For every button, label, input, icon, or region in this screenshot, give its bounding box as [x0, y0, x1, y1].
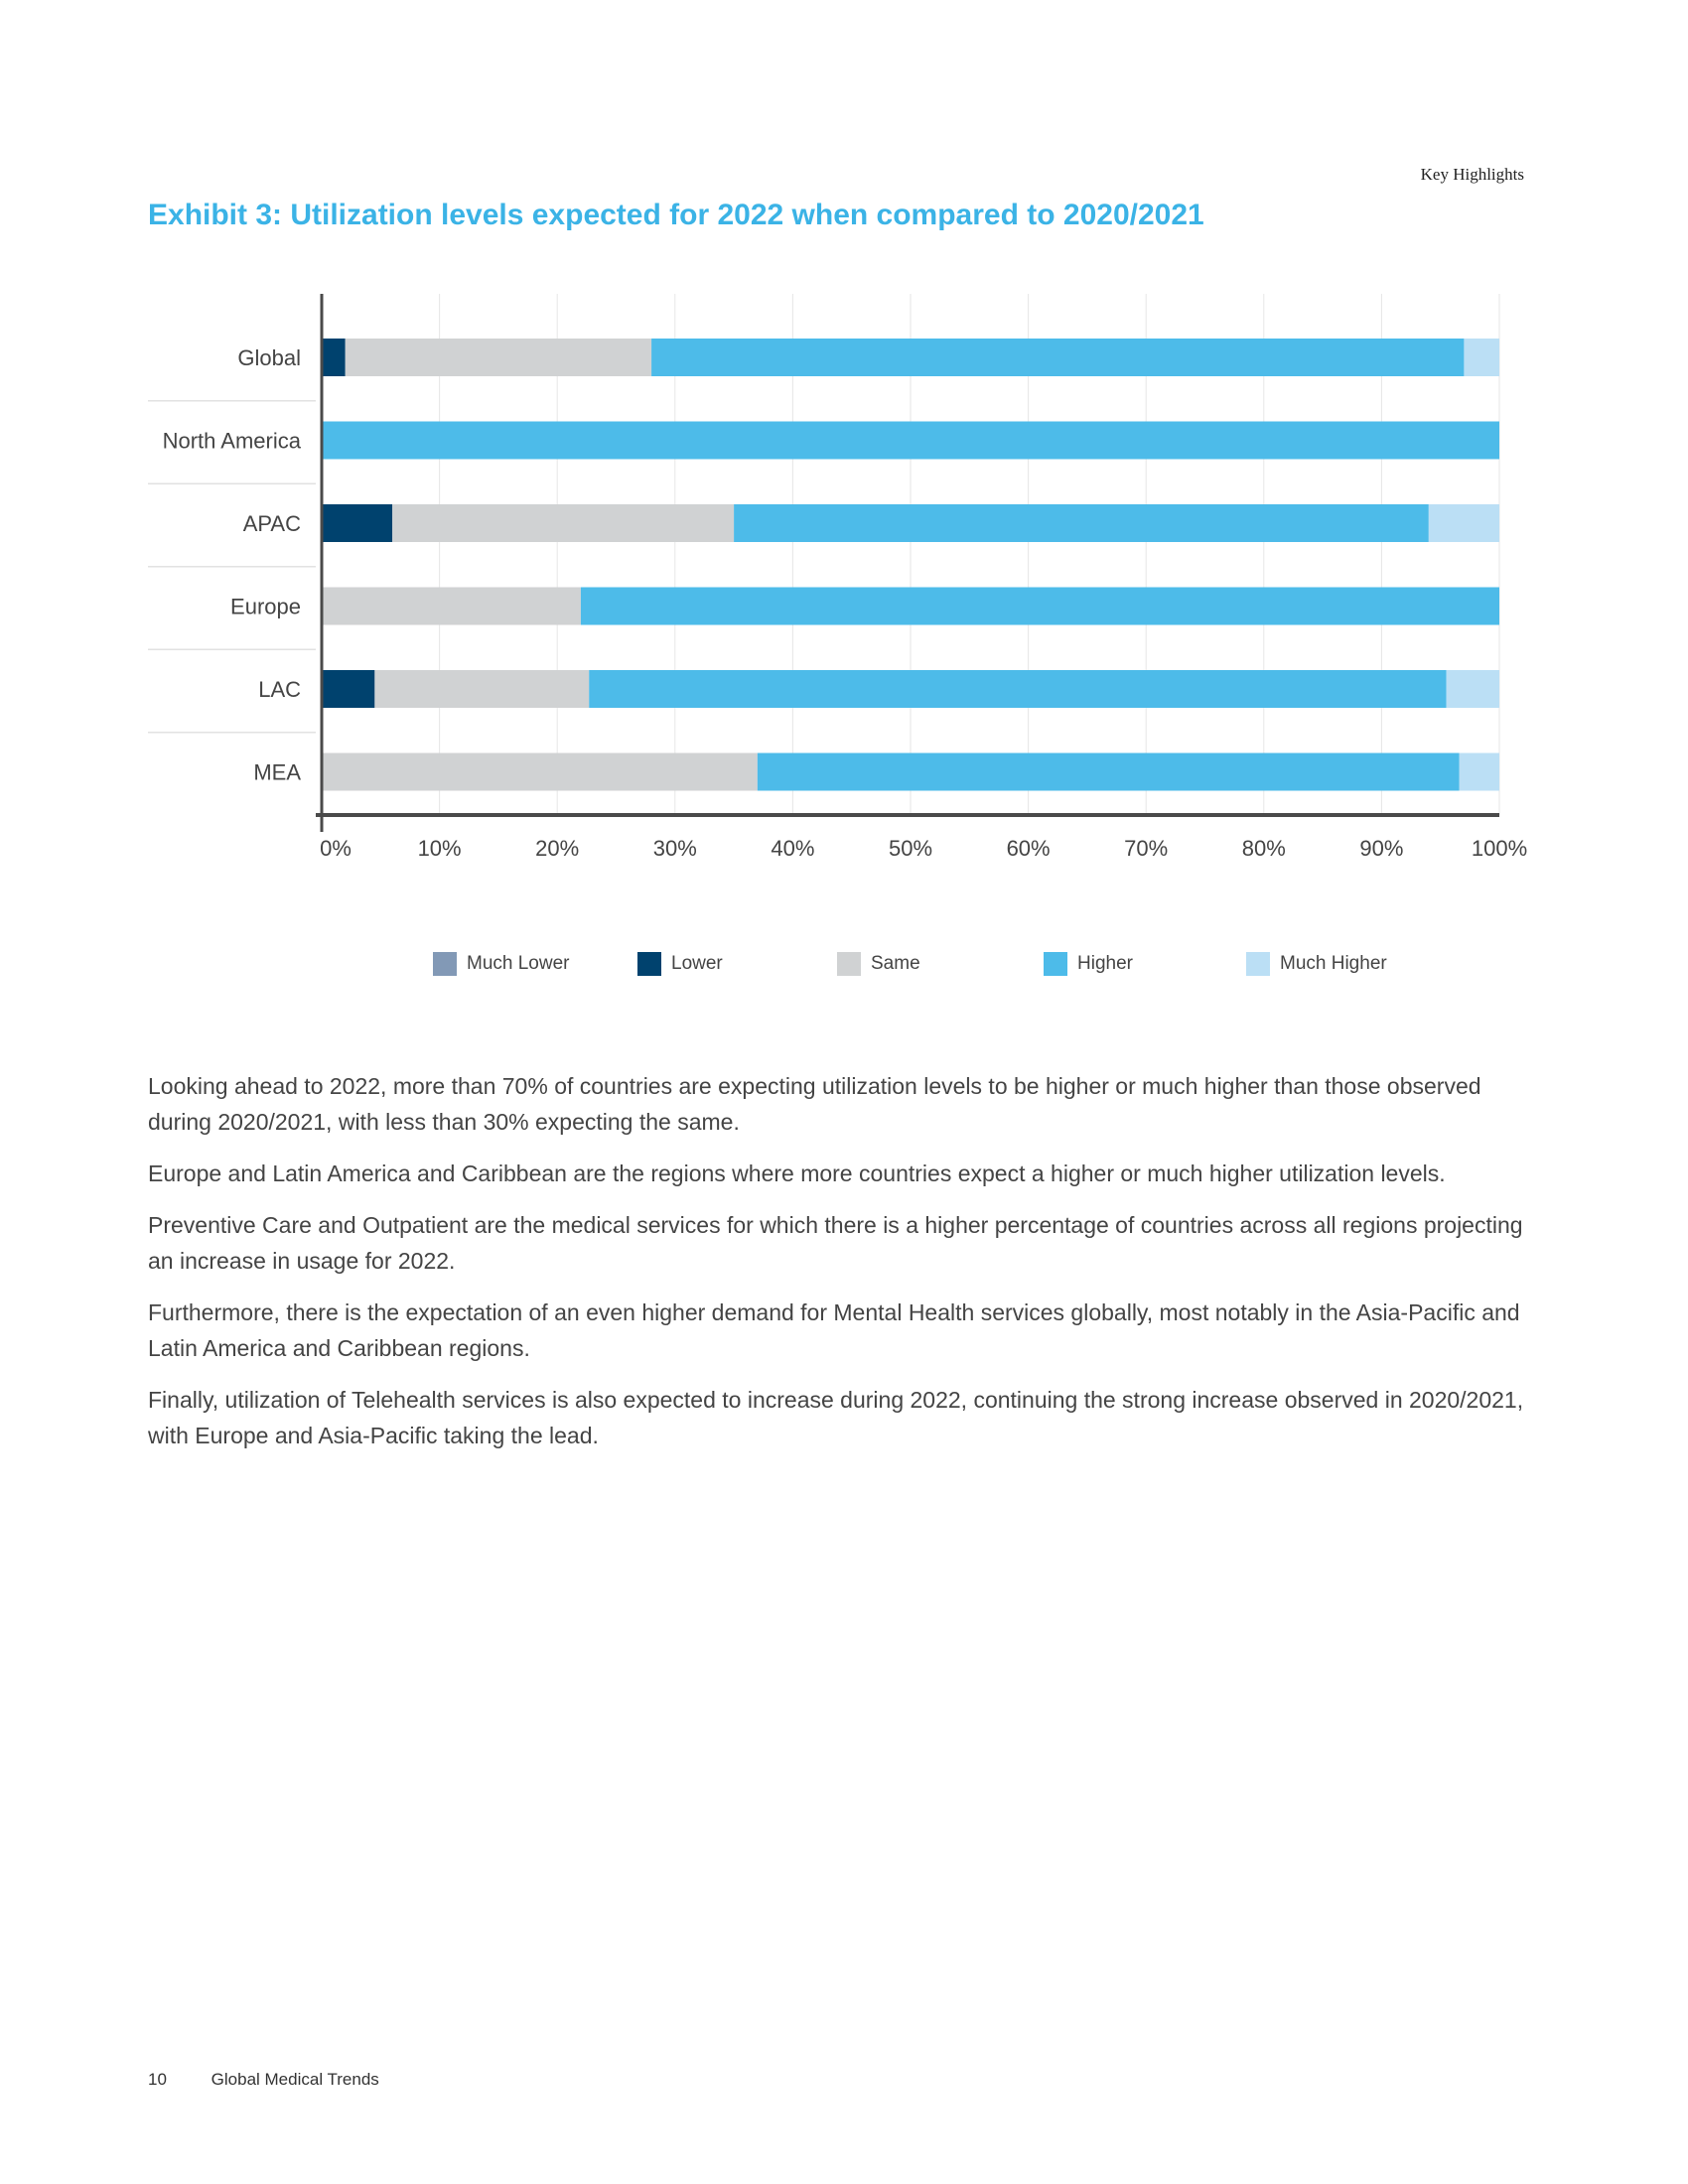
x-tick-label: 90% — [1359, 836, 1403, 861]
legend-label: Same — [871, 953, 920, 974]
category-label: Europe — [230, 595, 301, 619]
bar-segment-same — [322, 587, 581, 625]
bar-segment-higher — [580, 587, 1499, 625]
category-label: APAC — [243, 511, 301, 536]
x-tick-label: 50% — [889, 836, 932, 861]
legend-swatch — [1246, 952, 1270, 976]
legend-label: Much Higher — [1280, 953, 1387, 974]
section-label: Key Highlights — [1420, 165, 1524, 184]
paragraph: Europe and Latin America and Caribbean a… — [148, 1160, 1446, 1186]
bar-segment-lower — [322, 504, 393, 542]
bar-segment-higher — [589, 670, 1447, 708]
x-tick-label: 40% — [771, 836, 814, 861]
x-tick-label: 70% — [1124, 836, 1168, 861]
bar-segment-much-higher — [1428, 504, 1499, 542]
bar-segment-same — [392, 504, 735, 542]
legend-item: Much Lower — [433, 952, 570, 976]
body-text: Looking ahead to 2022, more than 70% of … — [148, 1068, 1538, 1469]
x-tick-label: 100% — [1472, 836, 1527, 861]
legend-swatch — [1044, 952, 1067, 976]
page-number: 10 — [148, 2070, 167, 2089]
bar-segment-higher — [757, 752, 1460, 791]
bar-segment-much-higher — [1459, 752, 1499, 791]
bar-segment-lower — [322, 339, 346, 376]
x-tick-label: 20% — [535, 836, 579, 861]
legend-swatch — [637, 952, 661, 976]
legend-item: Lower — [637, 952, 723, 976]
bar-segment-much-higher — [1446, 670, 1499, 708]
bar-segment-much-higher — [1464, 339, 1499, 376]
x-tick-label: 0% — [320, 836, 352, 861]
bar-segment-same — [374, 670, 590, 708]
category-label: MEA — [253, 760, 301, 785]
category-label: Global — [237, 345, 301, 370]
legend-item: Much Higher — [1246, 952, 1387, 976]
bar-segment-higher — [322, 421, 1499, 460]
footer: 10 Global Medical Trends — [148, 2070, 419, 2090]
x-tick-label: 80% — [1242, 836, 1286, 861]
paragraph: Preventive Care and Outpatient are the m… — [148, 1212, 1523, 1274]
legend-swatch — [837, 952, 861, 976]
x-tick-label: 60% — [1007, 836, 1051, 861]
category-label: LAC — [258, 677, 301, 702]
bar-segment-higher — [651, 339, 1465, 376]
bar-segment-same — [345, 339, 652, 376]
paragraph: Furthermore, there is the expectation of… — [148, 1299, 1520, 1361]
legend-item: Same — [837, 952, 920, 976]
bar-segment-lower — [322, 670, 375, 708]
legend-label: Higher — [1077, 953, 1133, 974]
legend-swatch — [433, 952, 457, 976]
x-tick-label: 30% — [653, 836, 697, 861]
bar-segment-higher — [734, 504, 1429, 542]
stacked-bar-chart: 0% 10% 20% 30% 40% 50% 60% 70% 80% 90% 100% Global N… — [148, 294, 1527, 861]
legend-label: Much Lower — [467, 953, 570, 974]
x-tick-label: 10% — [418, 836, 462, 861]
category-label: North America — [163, 429, 302, 454]
chart-legend: Much Lower Lower Same Higher Much Higher — [0, 952, 1688, 982]
exhibit-title: Exhibit 3: Utilization levels expected f… — [148, 199, 1204, 231]
paragraph: Finally, utilization of Telehealth servi… — [148, 1387, 1524, 1448]
publication-name: Global Medical Trends — [211, 2070, 379, 2089]
legend-item: Higher — [1044, 952, 1133, 976]
paragraph: Looking ahead to 2022, more than 70% of … — [148, 1073, 1481, 1135]
legend-label: Lower — [671, 953, 723, 974]
bar-segment-same — [322, 752, 758, 791]
